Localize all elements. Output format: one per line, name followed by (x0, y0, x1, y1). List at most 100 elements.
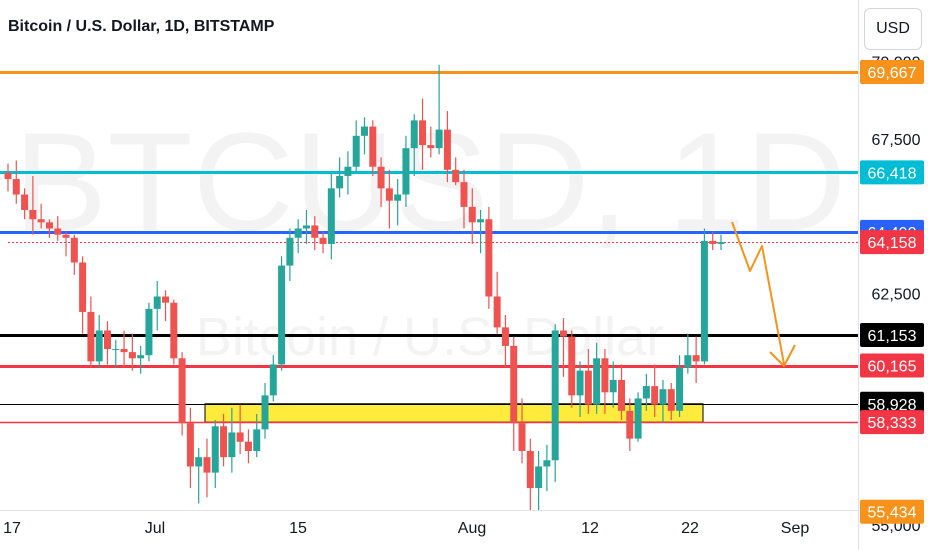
candle[interactable] (95, 315, 103, 368)
price-label[interactable]: 61,153 (860, 323, 924, 348)
candle[interactable] (576, 361, 584, 417)
candle[interactable] (361, 117, 368, 155)
candle[interactable] (493, 271, 501, 334)
price-label[interactable]: 69,667 (860, 59, 924, 84)
candle[interactable] (485, 206, 493, 309)
candle[interactable] (717, 234, 725, 251)
candle[interactable] (70, 234, 78, 275)
candle[interactable] (709, 231, 717, 251)
candle[interactable] (684, 333, 692, 374)
candle[interactable] (21, 188, 29, 220)
candle[interactable] (651, 364, 659, 417)
candle[interactable] (543, 444, 551, 492)
candle[interactable] (327, 172, 335, 260)
candle[interactable] (269, 355, 277, 402)
candle[interactable] (435, 64, 443, 155)
candle[interactable] (667, 383, 675, 421)
candle[interactable] (559, 318, 567, 377)
price-label[interactable]: 58,333 (860, 410, 924, 435)
candle[interactable] (12, 160, 20, 204)
candle[interactable] (510, 336, 518, 451)
projection-arrow[interactable] (731, 221, 785, 365)
candle[interactable] (79, 256, 87, 334)
candle[interactable] (112, 339, 120, 368)
candle[interactable] (37, 203, 45, 229)
candle[interactable] (236, 404, 244, 455)
candle[interactable] (468, 188, 476, 244)
candle[interactable] (54, 216, 62, 241)
candle[interactable] (120, 330, 128, 368)
candle[interactable] (87, 296, 95, 368)
candle[interactable] (584, 349, 592, 414)
candle[interactable] (195, 447, 203, 504)
price-label[interactable]: 64,158 (860, 230, 924, 255)
candle[interactable] (302, 209, 310, 244)
candle[interactable] (170, 299, 178, 365)
candle[interactable] (186, 407, 194, 489)
price-label[interactable]: 58,928 (860, 391, 924, 416)
candle[interactable] (137, 345, 145, 374)
candle[interactable] (443, 111, 451, 183)
candle[interactable] (220, 413, 228, 467)
candle[interactable] (29, 175, 37, 235)
candle[interactable] (128, 333, 136, 371)
candle[interactable] (394, 179, 402, 226)
candle[interactable] (642, 373, 650, 411)
candle[interactable] (178, 352, 186, 436)
candle[interactable] (153, 281, 161, 331)
candle[interactable] (700, 228, 708, 365)
candle[interactable] (261, 383, 269, 439)
candle[interactable] (568, 330, 576, 408)
candle[interactable] (601, 349, 609, 414)
candle[interactable] (477, 209, 485, 254)
candle[interactable] (253, 413, 261, 458)
candle[interactable] (460, 169, 468, 229)
price-label[interactable]: 55,434 (860, 499, 924, 524)
candle[interactable] (211, 420, 219, 489)
candle[interactable] (103, 321, 111, 365)
candle[interactable] (45, 219, 53, 238)
candle[interactable] (228, 407, 236, 473)
candle[interactable] (518, 398, 526, 464)
candle[interactable] (203, 438, 211, 498)
time-axis[interactable]: 17 Jul 15 Aug 12 22 Sep (3, 520, 809, 537)
candle[interactable] (336, 157, 344, 198)
candle[interactable] (352, 120, 360, 173)
candle[interactable] (319, 231, 327, 254)
candle[interactable] (377, 157, 385, 207)
candle[interactable] (501, 315, 509, 368)
candle[interactable] (278, 256, 286, 371)
candle[interactable] (369, 120, 377, 176)
candle[interactable] (419, 98, 427, 170)
price-axis[interactable]: 67,50062,50070,00055,00069,66766,41864,4… (860, 55, 924, 536)
candle[interactable] (676, 355, 684, 417)
candle[interactable] (62, 231, 70, 257)
candle[interactable] (294, 219, 302, 254)
candle[interactable] (551, 324, 559, 482)
candle[interactable] (311, 216, 319, 251)
candle[interactable] (344, 151, 352, 195)
candle[interactable] (427, 126, 435, 158)
candle[interactable] (244, 429, 252, 464)
candle[interactable] (593, 342, 601, 414)
candle[interactable] (385, 169, 393, 229)
candle[interactable] (692, 336, 700, 384)
price-label[interactable]: 66,418 (860, 160, 924, 185)
candle[interactable] (634, 392, 642, 442)
candle[interactable] (410, 114, 418, 176)
candle[interactable] (402, 135, 410, 207)
candle[interactable] (535, 450, 543, 513)
candle[interactable] (162, 290, 170, 322)
currency-button[interactable]: USD (864, 8, 922, 50)
candle[interactable] (452, 157, 460, 186)
candle[interactable] (526, 438, 534, 538)
candle[interactable] (626, 398, 634, 451)
candle[interactable] (286, 228, 294, 282)
candle[interactable] (659, 379, 667, 424)
candle[interactable] (4, 163, 12, 192)
candle[interactable] (609, 361, 617, 408)
candle[interactable] (145, 302, 153, 362)
candle[interactable] (618, 364, 626, 421)
price-label[interactable]: 60,165 (860, 353, 924, 378)
